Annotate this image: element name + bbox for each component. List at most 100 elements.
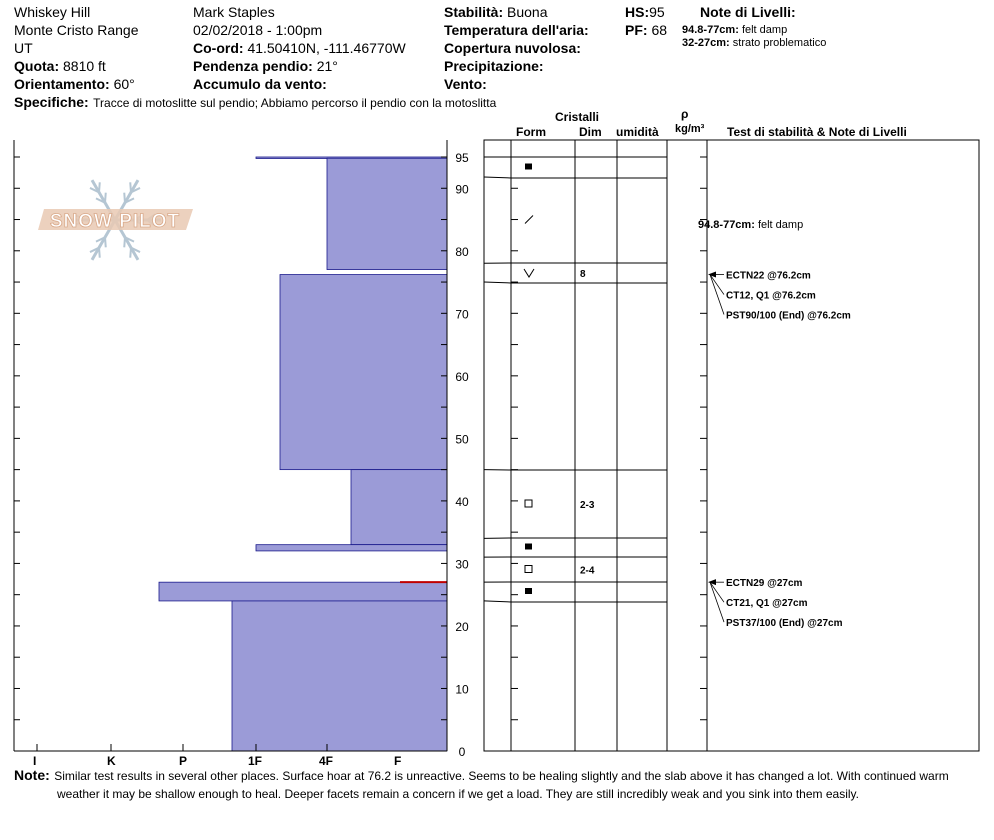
note-label: Note: [14, 767, 50, 783]
faceted-crystal-symbol [525, 588, 532, 594]
snowflake-branch [130, 246, 141, 253]
faceted-crystal-symbol [525, 163, 532, 170]
hardness-layer-bar [158, 581, 448, 602]
depth-tick-label: 70 [455, 307, 469, 321]
hardness-layer-bar [255, 544, 448, 552]
layer-note-text: strato problematico [732, 37, 827, 49]
hardness-label: 4F [319, 754, 334, 768]
snow-profile-chart: SNOW PILOT 0 10 20 30 40 50 60 70 80 90 95 8 2-3 2-4… [13, 139, 980, 759]
hs-label: HS: [625, 4, 650, 20]
range-name: Monte Cristo Range [14, 22, 139, 38]
elevation-value: 8810 ft [63, 58, 106, 74]
stability-test-result: CT12, Q1 @76.2cm [726, 291, 816, 302]
hardness-layer-bar [231, 600, 448, 752]
test-leader-line [709, 581, 725, 603]
stability-test-result: ECTN22 @76.2cm [726, 271, 811, 282]
table-frame [483, 139, 980, 752]
density-unit-header: kg/m³ [675, 123, 705, 135]
pf-value: 68 [651, 22, 668, 38]
test-leader-line [709, 274, 725, 315]
hardness-label: I [33, 754, 37, 768]
hardness-layer-bar [279, 274, 448, 471]
rounding-facet-symbol [524, 499, 533, 508]
precipitation-label: Precipitazione: [444, 58, 544, 74]
depth-tick-label: 95 [455, 151, 469, 165]
depth-connector [483, 600, 512, 603]
snowpilot-logo: SNOW PILOT [38, 179, 193, 261]
depth-tick-label: 20 [455, 620, 469, 634]
tests-notes-header: Test di stabilità & Note di Livelli [727, 125, 907, 139]
stability-test-result: PST37/100 (End) @27cm [726, 618, 843, 629]
rounding-facet-symbol [524, 565, 533, 573]
stability-test-result: PST90/100 (End) @76.2cm [726, 311, 851, 322]
logo-text: SNOW PILOT [50, 211, 180, 232]
depth-connector [483, 176, 512, 179]
depth-tick-label: 0 [459, 745, 466, 759]
faceted-crystal-symbol [525, 543, 532, 550]
moisture-header: umidità [616, 125, 659, 139]
test-arrow-head [708, 579, 716, 586]
test-leader-line [709, 274, 725, 295]
snowflake-branch [124, 236, 135, 243]
slope-label: Pendenza pendio: [193, 58, 313, 74]
snowflake-branch [129, 247, 132, 258]
hardness-label: P [179, 754, 188, 768]
stability-tests: 94.8-77cm: felt damp ECTN22 @76.2cm CT12, … [698, 219, 851, 629]
snowflake-branch [129, 182, 132, 193]
crystal-table: 8 2-3 2-4 [483, 139, 980, 752]
crystals-header: Cristalli [555, 110, 600, 124]
crystal-size-label: 8 [580, 269, 586, 280]
hardness-frame [13, 140, 448, 752]
layer-note-in-chart: 94.8-77cm: felt damp [698, 219, 803, 231]
snowflake-branch [124, 197, 135, 204]
specifics-text: Tracce di motoslitte sul pendio; Abbiamo… [93, 96, 497, 110]
observation-datetime: 02/02/2018 - 1:00pm [193, 22, 323, 38]
coord-label: Co-ord: [193, 40, 244, 56]
coord-value: 41.50410N, -111.46770W [247, 40, 406, 56]
surface-hoar-symbol [523, 268, 535, 278]
snowflake-branch [95, 197, 106, 204]
depth-tick-label: 90 [455, 182, 469, 196]
layer-notes-title: Note di Livelli: [700, 4, 796, 20]
depth-tick-label: 30 [455, 557, 469, 571]
cloud-cover-label: Copertura nuvolosa: [444, 40, 581, 56]
depth-tick-label: 80 [455, 245, 469, 259]
pf-label: PF: [625, 22, 648, 38]
depth-tick-label: 40 [455, 495, 469, 509]
stability-value: Buona [507, 4, 548, 20]
hardness-label: F [394, 754, 402, 768]
decomposed-crystal-symbol [524, 215, 534, 224]
hardness-layers [158, 156, 448, 752]
size-header: Dim [579, 125, 602, 139]
logo-banner [38, 209, 193, 230]
snowflake-branch [89, 187, 100, 194]
elevation-label: Quota: [14, 58, 60, 74]
layer-note-range: 32-27cm: [682, 37, 730, 49]
snowflake-branch [104, 192, 107, 203]
wind-label: Vento: [444, 76, 487, 92]
layer-note-2: 32-27cm: strato problematico [682, 38, 826, 49]
depth-connector [483, 281, 512, 284]
stability-test-result: ECTN29 @27cm [726, 578, 803, 589]
stability-label: Stabilità: [444, 4, 504, 20]
depth-axis: 0 10 20 30 40 50 60 70 80 90 95 [455, 151, 469, 759]
depth-tick-label: 50 [455, 432, 469, 446]
layer-note-range: 94.8-77cm: [682, 24, 739, 36]
snowflake-branch [123, 192, 126, 203]
crystal-size-label: 2-3 [580, 500, 595, 511]
location-name: Whiskey Hill [14, 4, 91, 20]
wind-load-label: Accumulo da vento: [193, 76, 327, 92]
note-line-1: Similar test results in several other pl… [54, 769, 949, 783]
crystal-size-label: 2-4 [580, 566, 595, 577]
layer-note-1: 94.8-77cm: felt damp [682, 25, 787, 36]
aspect-value: 60° [113, 76, 135, 92]
rho-header: ρ [681, 107, 689, 121]
snowflake-branch [98, 247, 101, 258]
hardness-label: 1F [248, 754, 263, 768]
air-temp-label: Temperatura dell'aria: [444, 22, 589, 38]
layer-note-text: felt damp [741, 24, 788, 36]
hs-value: 95 [649, 4, 665, 20]
slope-value: 21° [316, 58, 338, 74]
snowflake-branch [89, 246, 100, 253]
test-leader-line [709, 582, 725, 623]
